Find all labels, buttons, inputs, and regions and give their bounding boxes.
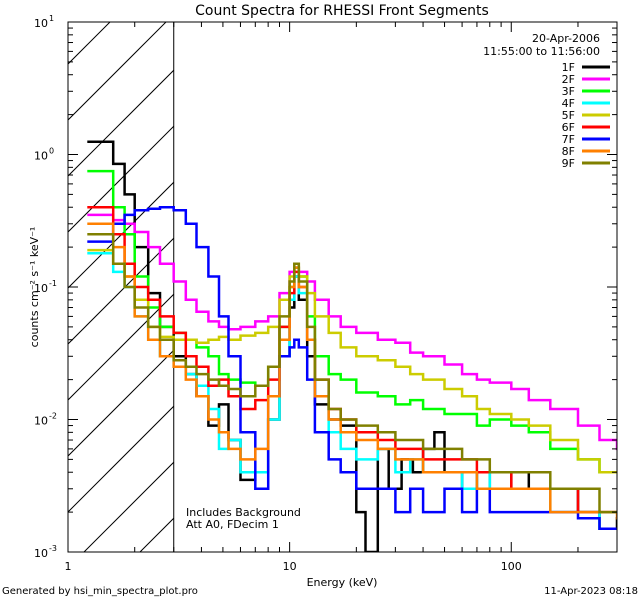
y-tick-exponent: 0 [49,147,54,156]
y-tick-exponent: 1 [49,14,54,23]
threshold-hatch-region [68,0,640,552]
x-tick-labels: 1 10 100 [65,560,522,573]
legend-entry-9F: 9F [562,157,610,170]
legend-label: 4F [562,97,575,110]
y-tick-label: 10 -3 [34,544,57,560]
time-range-label: 11:55:00 to 11:56:00 [483,45,600,58]
legend-label: 2F [562,73,575,86]
axis-ticks [67,22,618,553]
y-tick-exponent: -2 [49,412,57,421]
legend-entry-1F: 1F [562,61,610,74]
hatch-line [68,237,174,345]
series-line-4F [87,251,617,530]
y-tick-label: 10 0 [34,147,54,163]
hatch-line [83,461,174,552]
y-tick-label: 10 -2 [34,412,57,428]
x-tick-label: 10 [283,560,297,573]
chart-title: Count Spectra for RHESSI Front Segments [195,3,489,19]
x-tick-label: 100 [501,560,522,573]
series-line-2F [87,213,617,451]
series-line-6F [87,205,617,514]
y-tick-base: 10 [34,547,48,560]
legend-entry-4F: 4F [562,97,610,110]
legend-label: 8F [562,145,575,158]
series-line-9F [87,233,617,514]
legend-label: 1F [562,61,575,74]
legend-entry-3F: 3F [562,85,610,98]
series-line-3F [87,169,617,474]
y-tick-base: 10 [34,17,48,30]
hatch-line [68,181,174,289]
x-axis-label: Energy (keV) [307,576,378,589]
series-layer [87,140,617,552]
legend-entry-7F: 7F [562,133,610,146]
legend-entry-2F: 2F [562,73,610,86]
x-tick-label: 1 [65,560,72,573]
legend-entry-8F: 8F [562,145,610,158]
annotation-background: Includes Background [186,506,301,519]
hatch-line [68,405,174,513]
hatch-line [252,0,640,552]
legend-label: 3F [562,85,575,98]
y-tick-label: 10 -1 [34,279,57,295]
legend-label: 9F [562,157,575,170]
y-tick-base: 10 [34,150,48,163]
legend-entry-5F: 5F [562,109,610,122]
hatch-line [68,22,167,121]
hatch-line [68,293,174,401]
hatch-line [308,0,640,552]
legend-label: 6F [562,121,575,134]
generated-by-label: Generated by hsi_min_spectra_plot.pro [2,586,198,597]
hatch-line [420,0,640,552]
series-line-8F [87,222,617,520]
series-line-5F [87,248,617,474]
date-label: 20-Apr-2006 [532,32,600,45]
y-tick-exponent: -1 [49,279,57,288]
series-line-7F [87,205,617,530]
hatch-line [68,349,174,457]
legend-entry-6F: 6F [562,121,610,134]
y-tick-base: 10 [34,415,48,428]
y-tick-exponent: -3 [49,544,57,553]
annotation-attenuator: Att A0, FDecim 1 [186,518,279,531]
hatch-line [68,22,111,65]
legend-label: 5F [562,109,575,122]
y-tick-base: 10 [34,282,48,295]
timestamp-label: 11-Apr-2023 08:18 [544,586,638,597]
y-tick-label: 10 1 [34,14,54,30]
y-axis-label: counts cm⁻² s⁻¹ keV⁻¹ [28,227,41,348]
legend-label: 7F [562,133,575,146]
